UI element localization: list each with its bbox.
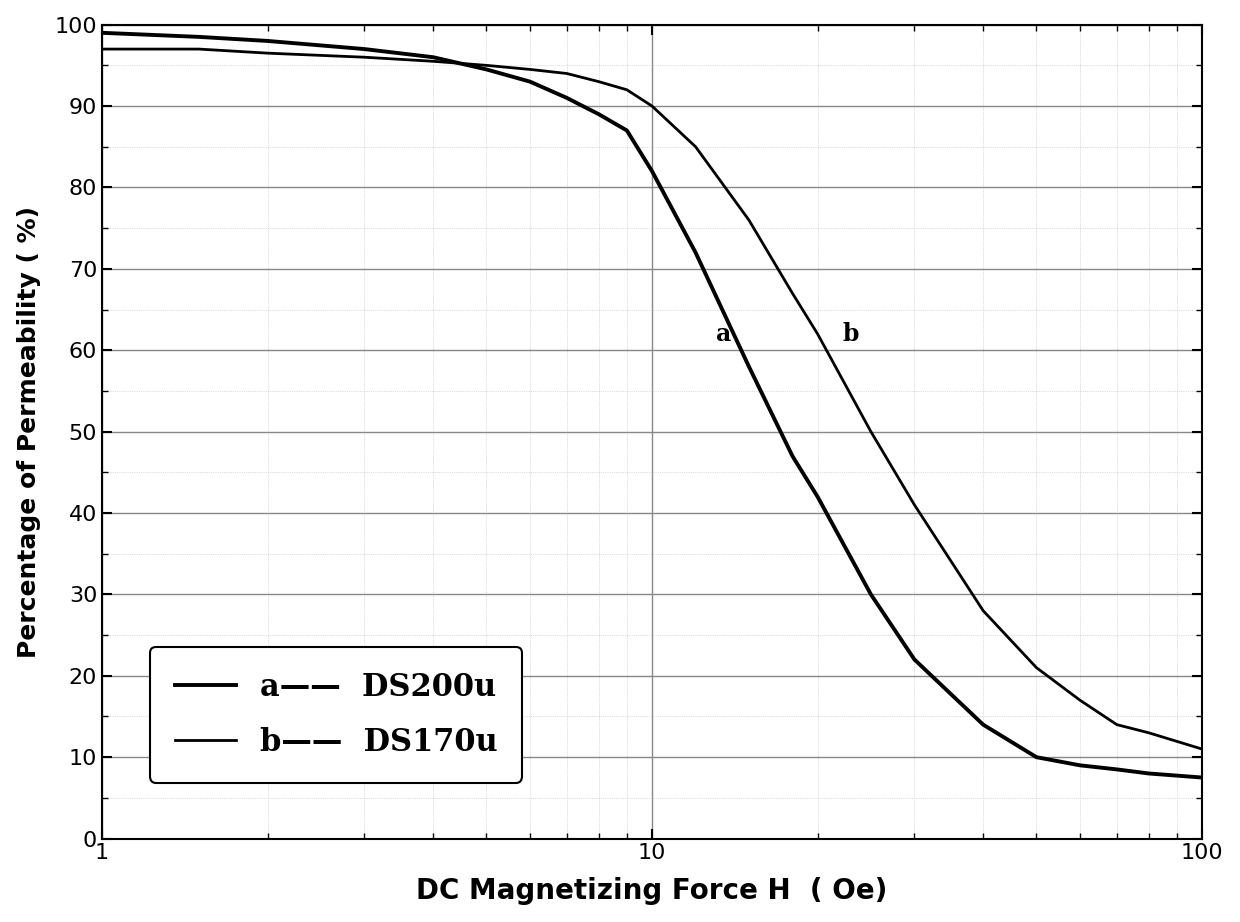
Text: a: a	[715, 322, 732, 346]
Legend: a——  DS200u, b——  DS170u: a—— DS200u, b—— DS170u	[150, 647, 522, 783]
Y-axis label: Percentage of Permeability ( %): Percentage of Permeability ( %)	[16, 206, 41, 657]
X-axis label: DC Magnetizing Force H  ( Oe): DC Magnetizing Force H ( Oe)	[417, 878, 888, 905]
Text: b: b	[843, 322, 859, 346]
